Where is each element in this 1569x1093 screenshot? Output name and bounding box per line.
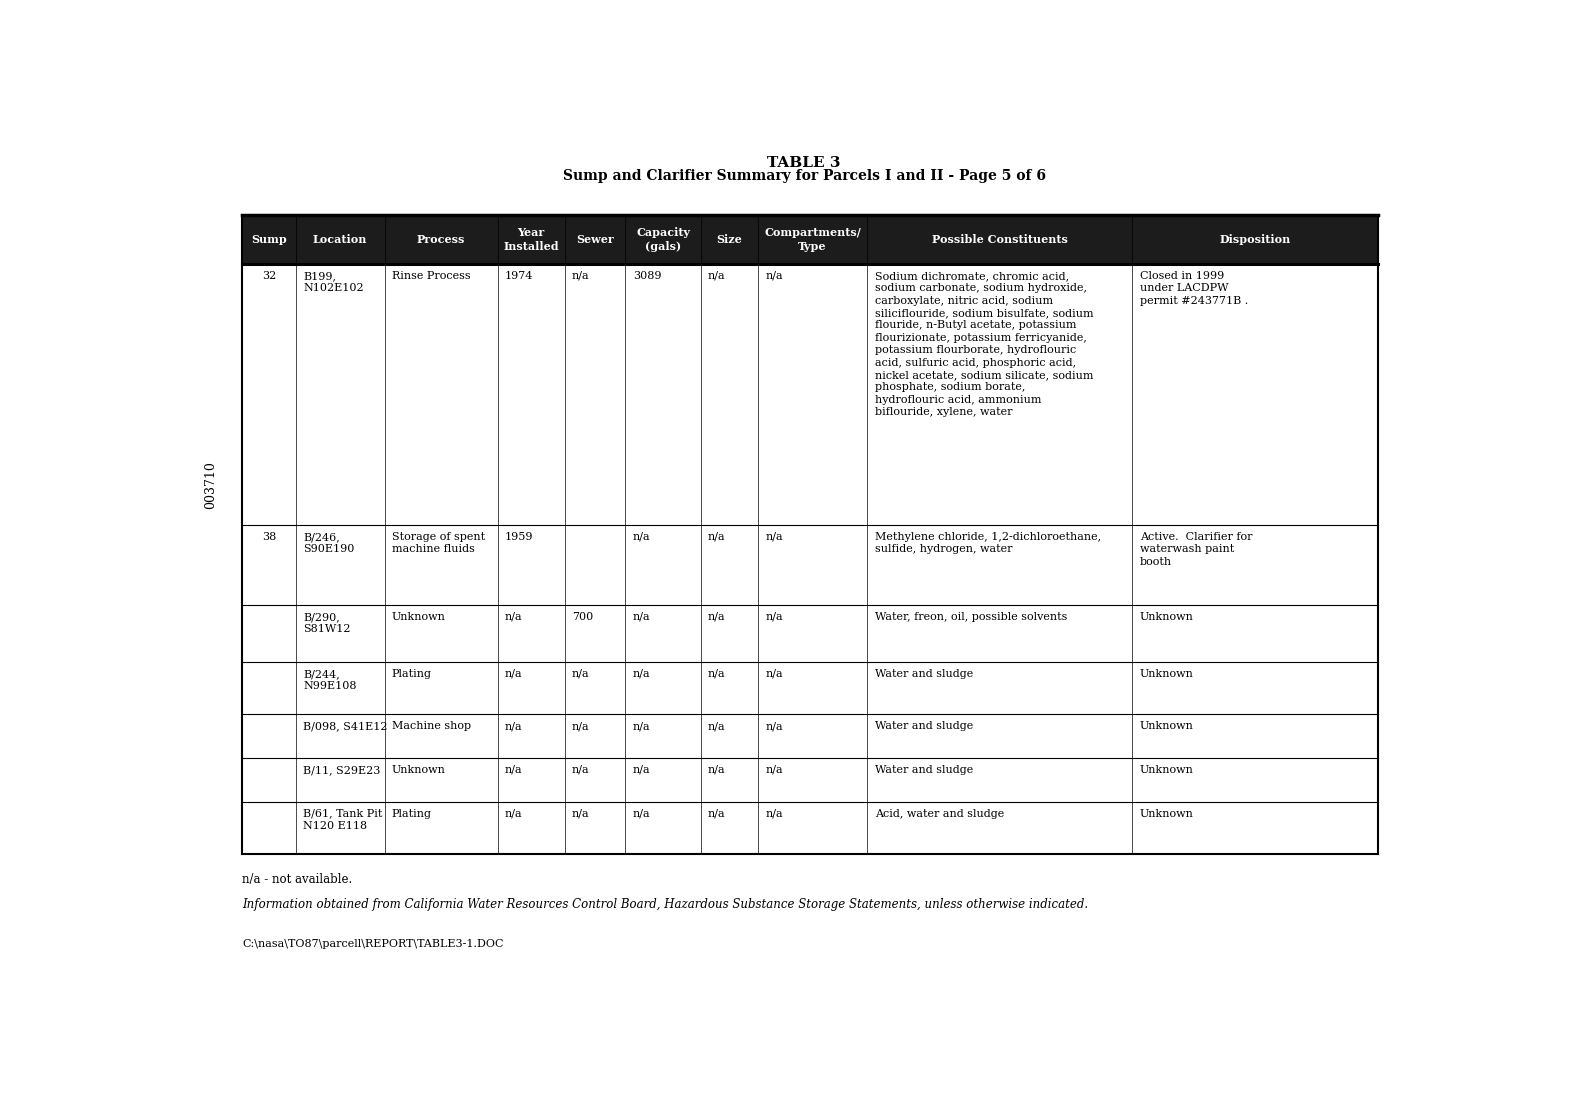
Text: Acid, water and sludge: Acid, water and sludge: [874, 809, 1004, 819]
Text: n/a: n/a: [632, 669, 650, 679]
Text: B199,
N102E102: B199, N102E102: [303, 271, 364, 293]
Text: Water and sludge: Water and sludge: [874, 721, 973, 731]
Text: Machine shop: Machine shop: [392, 721, 471, 731]
Text: n/a: n/a: [505, 612, 522, 622]
Text: n/a: n/a: [708, 721, 726, 731]
Bar: [242, 215, 1378, 265]
Text: Unknown: Unknown: [1139, 669, 1194, 679]
Text: Plating: Plating: [392, 809, 431, 819]
Text: n/a - not available.: n/a - not available.: [242, 872, 353, 885]
Text: n/a: n/a: [571, 669, 590, 679]
Text: n/a: n/a: [632, 809, 650, 819]
Text: 1959: 1959: [505, 532, 533, 542]
Text: Storage of spent
machine fluids: Storage of spent machine fluids: [392, 532, 485, 554]
Text: Unknown: Unknown: [392, 765, 446, 775]
Text: 003710: 003710: [204, 460, 217, 508]
Text: TABLE 3: TABLE 3: [767, 156, 841, 171]
Text: n/a: n/a: [632, 765, 650, 775]
Text: B/098, S41E12: B/098, S41E12: [303, 721, 388, 731]
Text: n/a: n/a: [571, 809, 590, 819]
Text: n/a: n/a: [505, 765, 522, 775]
Text: 700: 700: [571, 612, 593, 622]
Text: n/a: n/a: [766, 809, 783, 819]
Text: Disposition: Disposition: [1219, 234, 1291, 245]
Text: Process: Process: [417, 234, 466, 245]
Text: B/244,
N99E108: B/244, N99E108: [303, 669, 356, 692]
Text: n/a: n/a: [708, 271, 726, 281]
Text: Rinse Process: Rinse Process: [392, 271, 471, 281]
Text: n/a: n/a: [766, 612, 783, 622]
Text: B/246,
S90E190: B/246, S90E190: [303, 532, 355, 554]
Text: Closed in 1999
under LACDPW
permit #243771B .: Closed in 1999 under LACDPW permit #2437…: [1139, 271, 1247, 306]
Text: Water, freon, oil, possible solvents: Water, freon, oil, possible solvents: [874, 612, 1067, 622]
Text: Plating: Plating: [392, 669, 431, 679]
Text: n/a: n/a: [708, 612, 726, 622]
Text: Sodium dichromate, chromic acid,
sodium carbonate, sodium hydroxide,
carboxylate: Sodium dichromate, chromic acid, sodium …: [874, 271, 1094, 418]
Text: n/a: n/a: [632, 721, 650, 731]
Text: Unknown: Unknown: [1139, 721, 1194, 731]
Text: n/a: n/a: [505, 809, 522, 819]
Text: Sewer: Sewer: [576, 234, 613, 245]
Text: Unknown: Unknown: [1139, 612, 1194, 622]
Text: B/290,
S81W12: B/290, S81W12: [303, 612, 350, 634]
Text: n/a: n/a: [708, 765, 726, 775]
Text: n/a: n/a: [505, 669, 522, 679]
Text: 1974: 1974: [505, 271, 533, 281]
Text: B/11, S29E23: B/11, S29E23: [303, 765, 381, 775]
Text: Sump: Sump: [251, 234, 287, 245]
Text: Active.  Clarifier for
waterwash paint
booth: Active. Clarifier for waterwash paint bo…: [1139, 532, 1252, 566]
Text: Year
Installed: Year Installed: [504, 227, 559, 252]
Text: 3089: 3089: [632, 271, 661, 281]
Text: 38: 38: [262, 532, 276, 542]
Text: n/a: n/a: [766, 271, 783, 281]
Text: Possible Constituents: Possible Constituents: [932, 234, 1068, 245]
Text: n/a: n/a: [766, 532, 783, 542]
Text: Water and sludge: Water and sludge: [874, 765, 973, 775]
Text: n/a: n/a: [766, 765, 783, 775]
Text: n/a: n/a: [708, 669, 726, 679]
Text: Unknown: Unknown: [392, 612, 446, 622]
Text: n/a: n/a: [505, 721, 522, 731]
Text: Compartments/
Type: Compartments/ Type: [764, 227, 861, 252]
Text: n/a: n/a: [708, 532, 726, 542]
Text: n/a: n/a: [632, 612, 650, 622]
Text: Information obtained from California Water Resources Control Board, Hazardous Su: Information obtained from California Wat…: [242, 897, 1089, 910]
Text: Sump and Clarifier Summary for Parcels I and II - Page 5 of 6: Sump and Clarifier Summary for Parcels I…: [563, 169, 1045, 183]
Text: n/a: n/a: [766, 669, 783, 679]
Text: C:\nasa\TO87\parcell\REPORT\TABLE3-1.DOC: C:\nasa\TO87\parcell\REPORT\TABLE3-1.DOC: [242, 939, 504, 949]
Text: n/a: n/a: [571, 271, 590, 281]
Text: Location: Location: [314, 234, 367, 245]
Text: n/a: n/a: [708, 809, 726, 819]
Text: 32: 32: [262, 271, 276, 281]
Text: Unknown: Unknown: [1139, 809, 1194, 819]
Text: Methylene chloride, 1,2-dichloroethane,
sulfide, hydrogen, water: Methylene chloride, 1,2-dichloroethane, …: [874, 532, 1101, 554]
Text: Capacity
(gals): Capacity (gals): [635, 227, 690, 252]
Text: Unknown: Unknown: [1139, 765, 1194, 775]
Text: B/61, Tank Pit
N120 E118: B/61, Tank Pit N120 E118: [303, 809, 383, 831]
Text: n/a: n/a: [571, 765, 590, 775]
Text: n/a: n/a: [632, 532, 650, 542]
Text: n/a: n/a: [766, 721, 783, 731]
Text: Size: Size: [717, 234, 742, 245]
Text: Water and sludge: Water and sludge: [874, 669, 973, 679]
Text: n/a: n/a: [571, 721, 590, 731]
